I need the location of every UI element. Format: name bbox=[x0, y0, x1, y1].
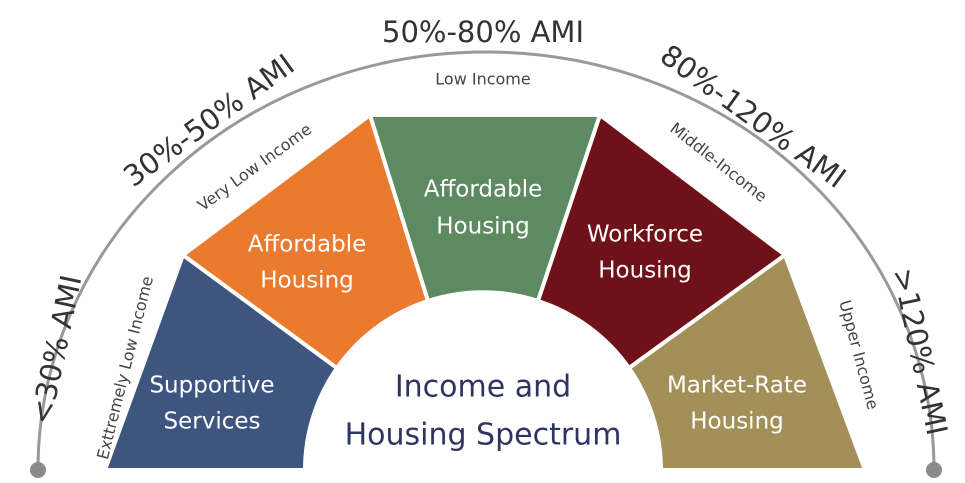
segment-label: Affordable bbox=[248, 232, 367, 258]
segment bbox=[626, 251, 868, 472]
arc-end-dot bbox=[926, 462, 942, 478]
segment-label: Affordable bbox=[424, 177, 543, 203]
segment-label: Housing bbox=[598, 258, 692, 284]
segment-label: Market-Rate bbox=[667, 373, 807, 399]
ami-label: 50%-80% AMI bbox=[382, 15, 584, 49]
arc-end-dot bbox=[30, 462, 46, 478]
ami-label: <30% AMI bbox=[24, 272, 89, 427]
ami-label: 80%-120% AMI bbox=[654, 38, 852, 195]
title: Income and bbox=[395, 370, 571, 405]
ami-label: >120% AMI bbox=[886, 265, 955, 438]
ami-label: 30%-50% AMI bbox=[117, 47, 300, 193]
title: Housing Spectrum bbox=[345, 418, 622, 453]
segment-label: Supportive bbox=[149, 373, 274, 399]
segments bbox=[102, 111, 868, 472]
segment-label: Housing bbox=[436, 214, 530, 240]
outer-arc bbox=[36, 50, 936, 471]
segment-label: Workforce bbox=[587, 222, 703, 248]
income-label: Low Income bbox=[435, 70, 530, 89]
segment-label: Housing bbox=[690, 409, 784, 435]
segment-label: Housing bbox=[260, 268, 354, 294]
income-label: Upper Income bbox=[835, 298, 882, 411]
segment-label: Services bbox=[164, 409, 261, 435]
